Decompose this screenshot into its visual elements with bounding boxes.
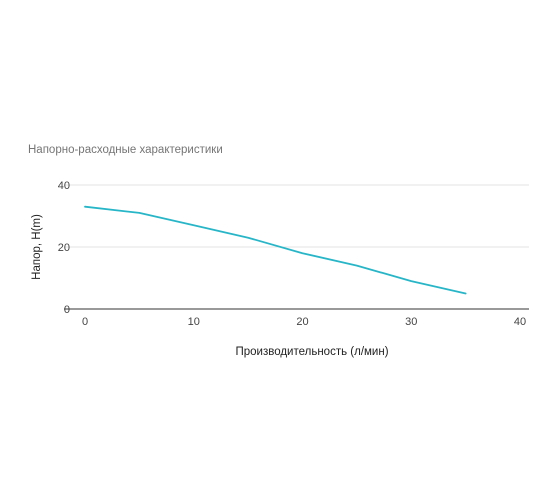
x-tick-label: 20 — [296, 316, 308, 328]
y-axis-title: Напор, H(m) — [31, 214, 43, 280]
x-tick-label: 30 — [405, 316, 417, 328]
y-tick-label: 20 — [58, 242, 70, 254]
x-axis-title: Производительность (л/мин) — [235, 346, 388, 358]
y-tick-label: 40 — [58, 180, 70, 192]
y-tick-label: 0 — [64, 304, 70, 316]
x-tick-label: 10 — [188, 316, 200, 328]
series-line — [84, 205, 467, 295]
x-tick-label: 0 — [82, 316, 88, 328]
chart-title: Напорно-расходные характеристики — [28, 144, 223, 156]
tick-labels: 0 20 40 0 10 20 30 40 — [58, 180, 526, 328]
grid-lines — [64, 184, 529, 248]
x-tick-label: 40 — [514, 316, 526, 328]
series-layer — [84, 205, 467, 295]
